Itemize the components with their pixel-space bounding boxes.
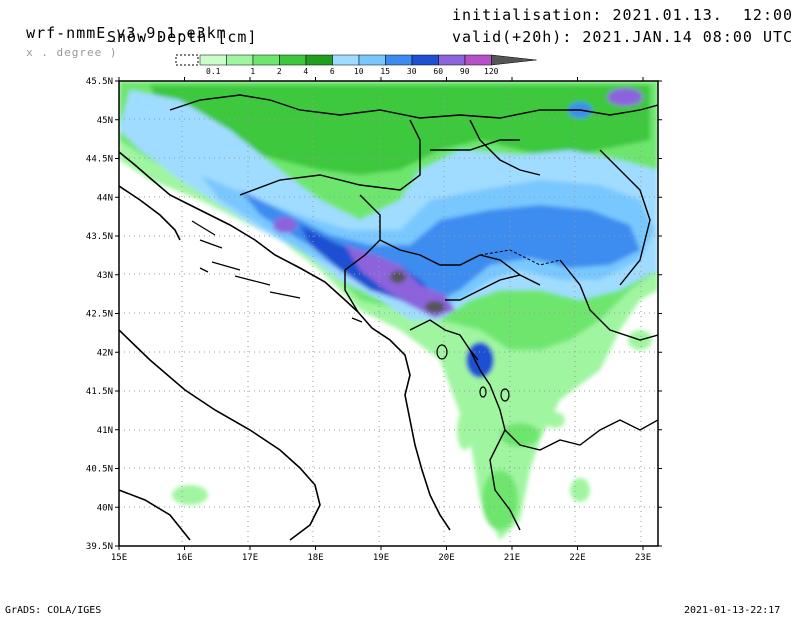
snow-depth-map: 45.5N 45N 44.5N 44N 43.5N 43N 42.5N 42N 41.5N 41N… [86, 77, 662, 563]
field-title: Snow Depth [cm] [107, 28, 258, 46]
color-legend: 0.1 1 2 4 6 10 15 30 60 90 120 [175, 54, 537, 76]
legend-level-label: 1 [250, 67, 255, 76]
legend-level-label: 6 [330, 67, 335, 76]
legend-level-label: 90 [460, 67, 470, 76]
croatian-islands [191, 220, 363, 323]
lake [479, 386, 487, 398]
lon-label: 15E [111, 553, 127, 563]
footer-credit: GrADS: COLA/IGES [5, 605, 102, 616]
lat-label: 39.5N [86, 542, 113, 552]
legend-level-label: 0.1 [206, 67, 221, 76]
lat-label: 42.5N [86, 310, 113, 320]
lat-label: 41.5N [86, 387, 113, 397]
lat-label: 44N [97, 193, 113, 203]
lon-label: 18E [307, 553, 323, 563]
legend-level-label: 30 [407, 67, 417, 76]
lon-label: 20E [438, 553, 454, 563]
lon-label: 17E [242, 553, 258, 563]
valid-time: valid(+20h): 2021.JAN.14 08:00 UTC [452, 28, 794, 46]
country-borders [169, 94, 658, 531]
adriatic-east-coast [119, 151, 451, 531]
axis-labels: 45.5N 45N 44.5N 44N 43.5N 43N 42.5N 42N 41.5N 41N… [86, 77, 651, 563]
lat-label: 41N [97, 426, 113, 436]
axis-ticks [115, 77, 662, 550]
lon-label: 19E [373, 553, 389, 563]
lon-label: 23E [635, 553, 651, 563]
legend-level-label: 4 [303, 67, 308, 76]
legend-level-label: 15 [380, 67, 390, 76]
italy-coast [119, 329, 321, 541]
lat-label: 40.5N [86, 465, 113, 475]
lake [500, 388, 510, 402]
init-time: initialisation: 2021.01.13. 12:00 UTC [452, 6, 800, 24]
lat-label: 45.5N [86, 77, 113, 87]
legend-level-label: 2 [277, 67, 282, 76]
lake [436, 344, 448, 360]
lat-label: 43.5N [86, 232, 113, 242]
lat-label: 40N [97, 503, 113, 513]
lon-label: 16E [176, 553, 192, 563]
lat-label: 43N [97, 271, 113, 281]
lon-label: 22E [569, 553, 585, 563]
legend-level-label: 120 [484, 67, 499, 76]
legend-max-arrow [491, 54, 537, 66]
lat-label: 44.5N [86, 155, 113, 165]
model-name: wrf-nmmE_v3.9.1-e3km [26, 24, 227, 42]
resolution-note: x . degree ) [26, 46, 118, 59]
coastlines-borders [119, 94, 658, 541]
lat-label: 42N [97, 348, 113, 358]
lat-label: 45N [97, 116, 113, 126]
legend-level-label: 10 [354, 67, 364, 76]
footer-timestamp: 2021-01-13-22:17 [684, 605, 781, 616]
lon-label: 21E [504, 553, 520, 563]
legend-level-label: 60 [433, 67, 443, 76]
snow-depth-field [119, 81, 658, 546]
model-title: wrf-nmmE_v3.9.1-e3km x . degree ) [6, 6, 227, 60]
